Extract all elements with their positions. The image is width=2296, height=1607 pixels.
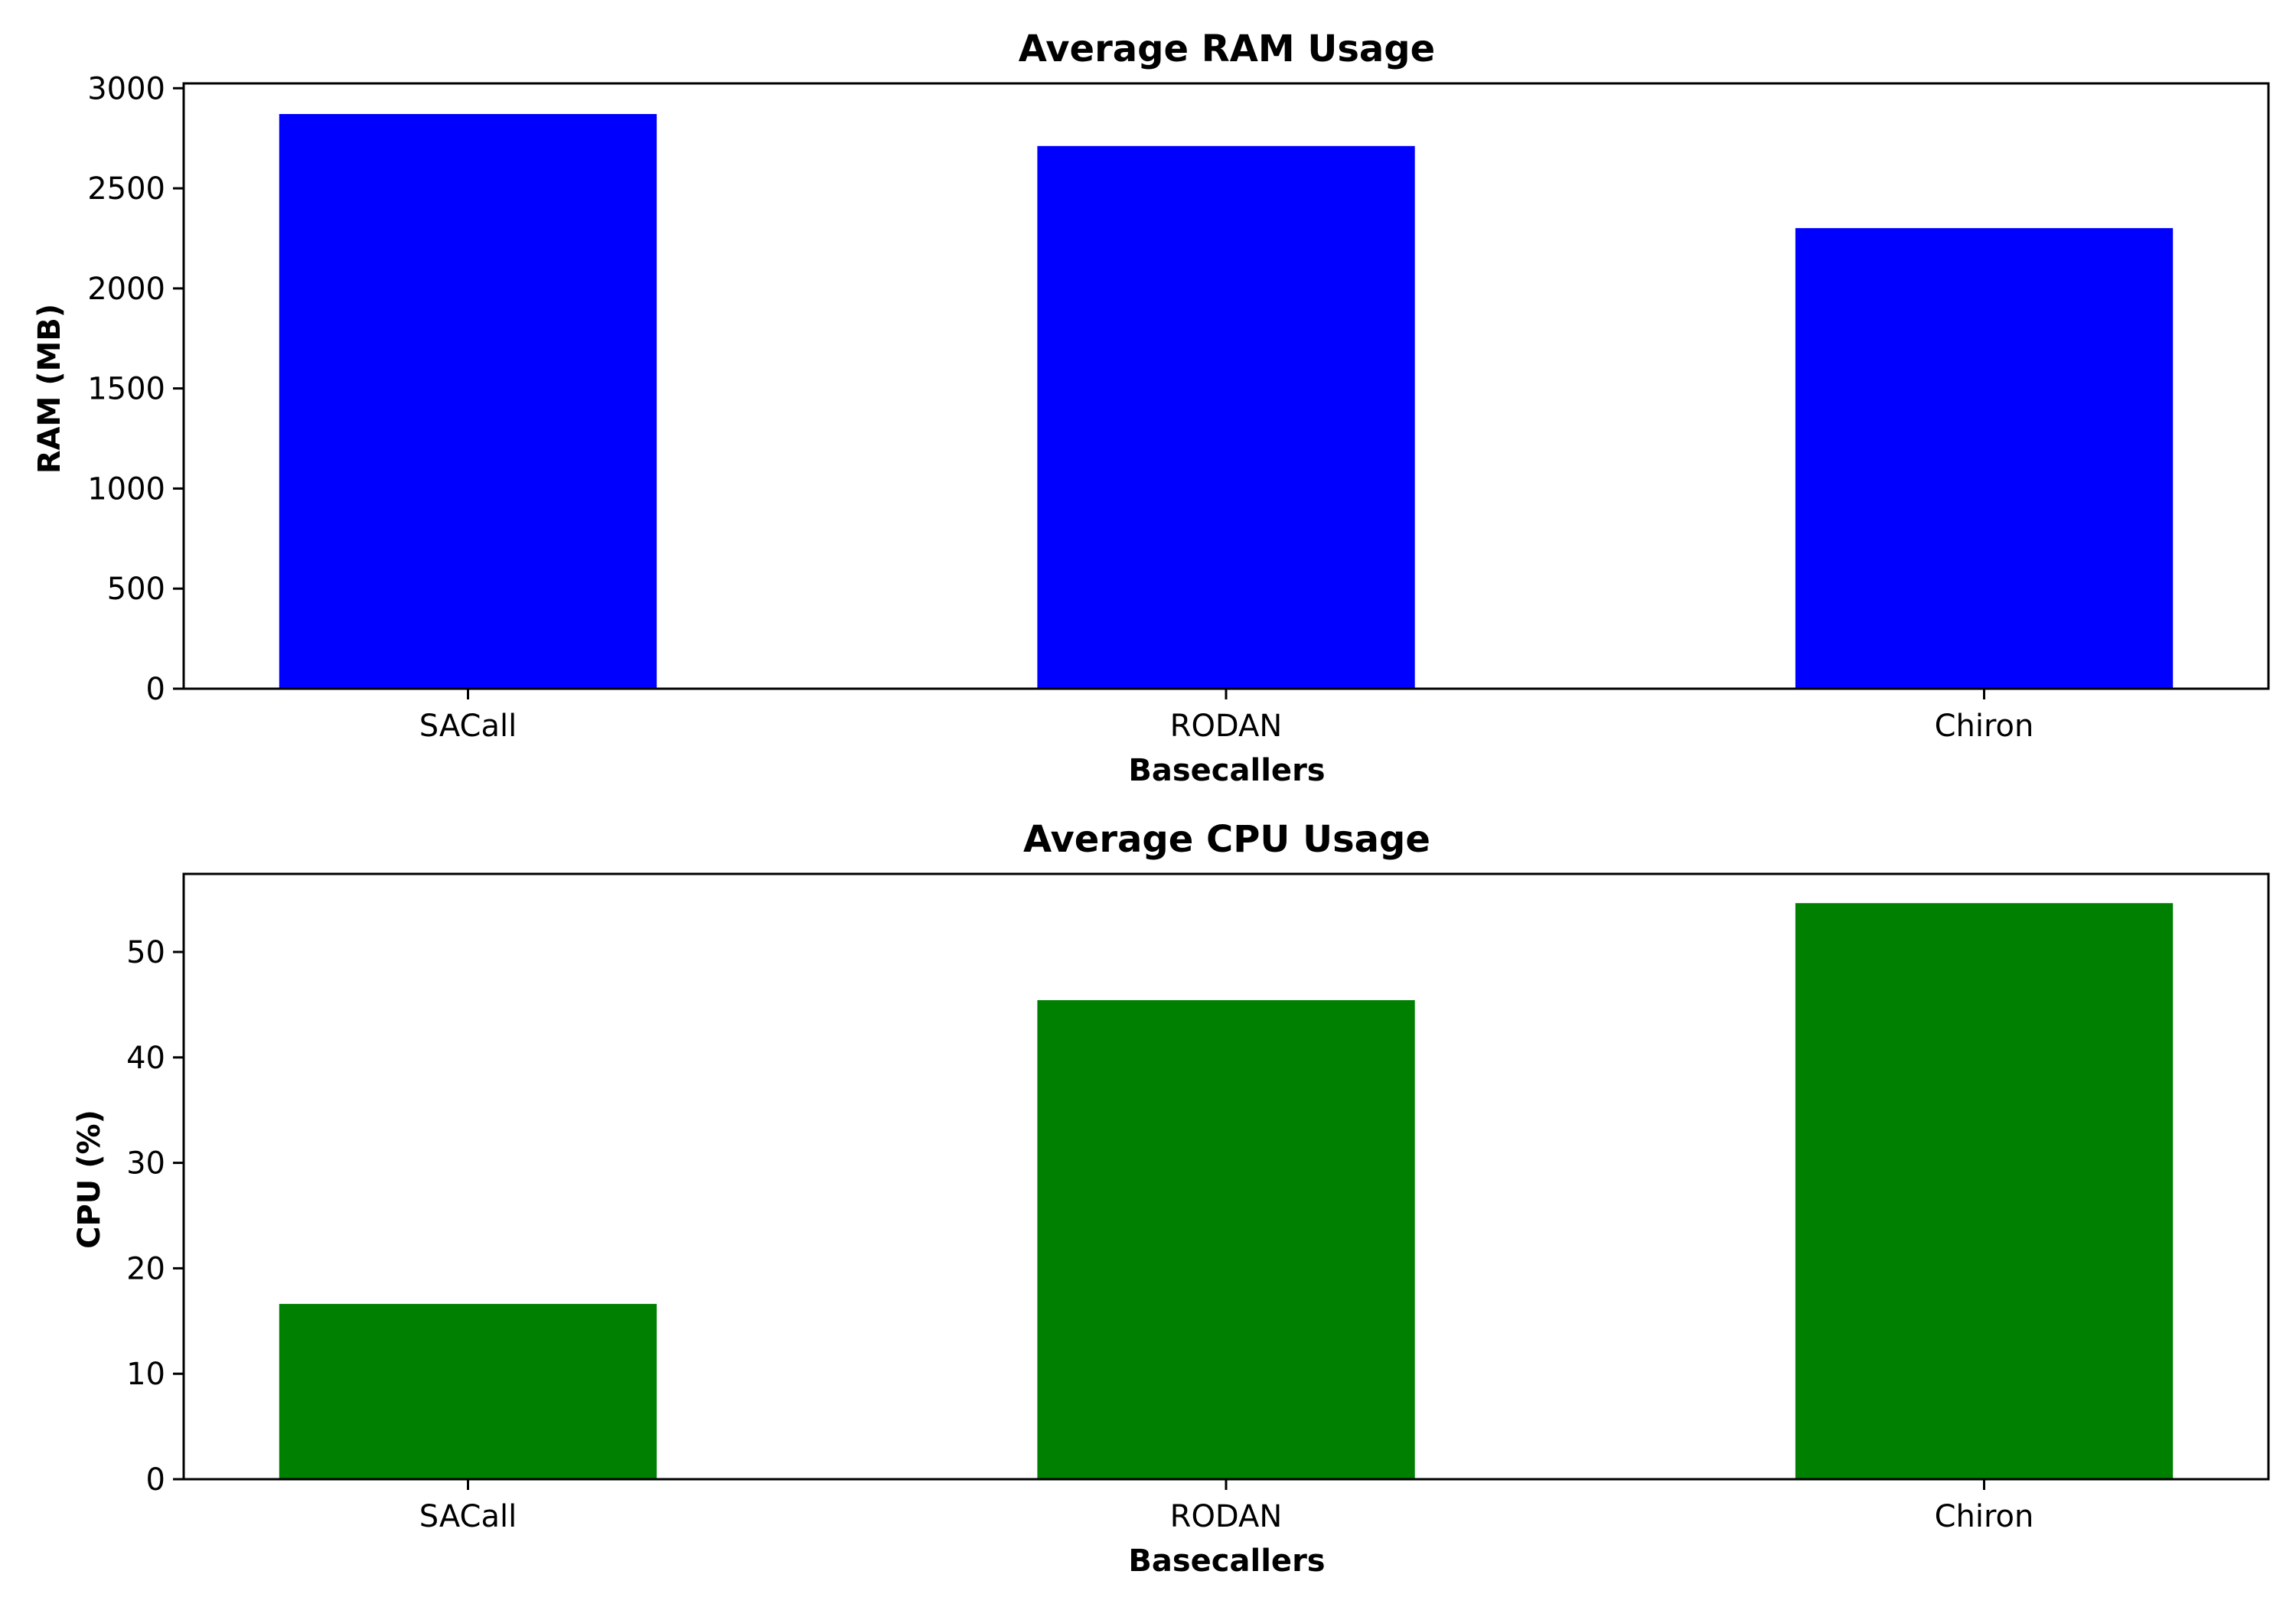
cpu-plot-frame: [182, 872, 2270, 1481]
ram-x-axis-label: Basecallers: [1128, 753, 1325, 788]
ram-y-tick-label: 2500: [87, 171, 165, 207]
ram-y-tick-label: 2000: [87, 272, 165, 307]
ram-bar-rodan: [1035, 144, 1417, 690]
ram-x-tick-label-rodan: RODAN: [1170, 709, 1283, 744]
ram-plot-frame: [182, 82, 2270, 690]
cpu-bar-sacall: [277, 1302, 659, 1481]
cpu-x-axis-label: Basecallers: [1128, 1543, 1325, 1579]
ram-chart-title: Average RAM Usage: [1019, 28, 1435, 70]
ram-usage-chart: Average RAM Usage RAM (MB) Basecallers 0…: [32, 28, 2270, 788]
ram-y-tick-label: 0: [146, 672, 165, 707]
ram-x-ticks: SACall RODAN Chiron: [419, 689, 2034, 744]
ram-bar-chiron: [1793, 227, 2175, 690]
cpu-y-tick-label: 30: [126, 1146, 165, 1182]
cpu-x-tick-label-sacall: SACall: [419, 1499, 517, 1534]
cpu-bars: [277, 901, 2175, 1481]
ram-y-ticks: 0 500 1000 1500 2000 2500 3000: [87, 71, 184, 707]
ram-x-tick-label-sacall: SACall: [419, 709, 517, 744]
cpu-y-axis-label: CPU (%): [72, 1110, 107, 1249]
cpu-y-tick-label: 50: [126, 935, 165, 970]
ram-y-tick-label: 1000: [87, 471, 165, 507]
ram-y-tick-label: 1500: [87, 372, 165, 407]
ram-y-axis-label: RAM (MB): [32, 304, 67, 474]
cpu-y-tick-label: 0: [146, 1462, 165, 1498]
ram-y-tick-label: 500: [107, 572, 165, 607]
cpu-y-tick-label: 10: [126, 1357, 165, 1392]
cpu-y-tick-label: 40: [126, 1041, 165, 1076]
cpu-y-tick-label: 20: [126, 1251, 165, 1286]
cpu-bar-rodan: [1035, 999, 1417, 1480]
cpu-chart-title: Average CPU Usage: [1023, 818, 1430, 861]
ram-bars: [277, 112, 2175, 690]
cpu-x-tick-label-rodan: RODAN: [1170, 1499, 1283, 1534]
cpu-x-tick-label-chiron: Chiron: [1935, 1499, 2034, 1534]
cpu-y-ticks: 0 10 20 30 40 50: [126, 935, 184, 1498]
cpu-bar-chiron: [1793, 901, 2175, 1480]
ram-x-tick-label-chiron: Chiron: [1935, 709, 2034, 744]
ram-y-tick-label: 3000: [87, 71, 165, 106]
cpu-x-ticks: SACall RODAN Chiron: [419, 1479, 2034, 1534]
ram-bar-sacall: [277, 112, 659, 689]
cpu-usage-chart: Average CPU Usage CPU (%) Basecallers 0 1…: [72, 818, 2270, 1579]
